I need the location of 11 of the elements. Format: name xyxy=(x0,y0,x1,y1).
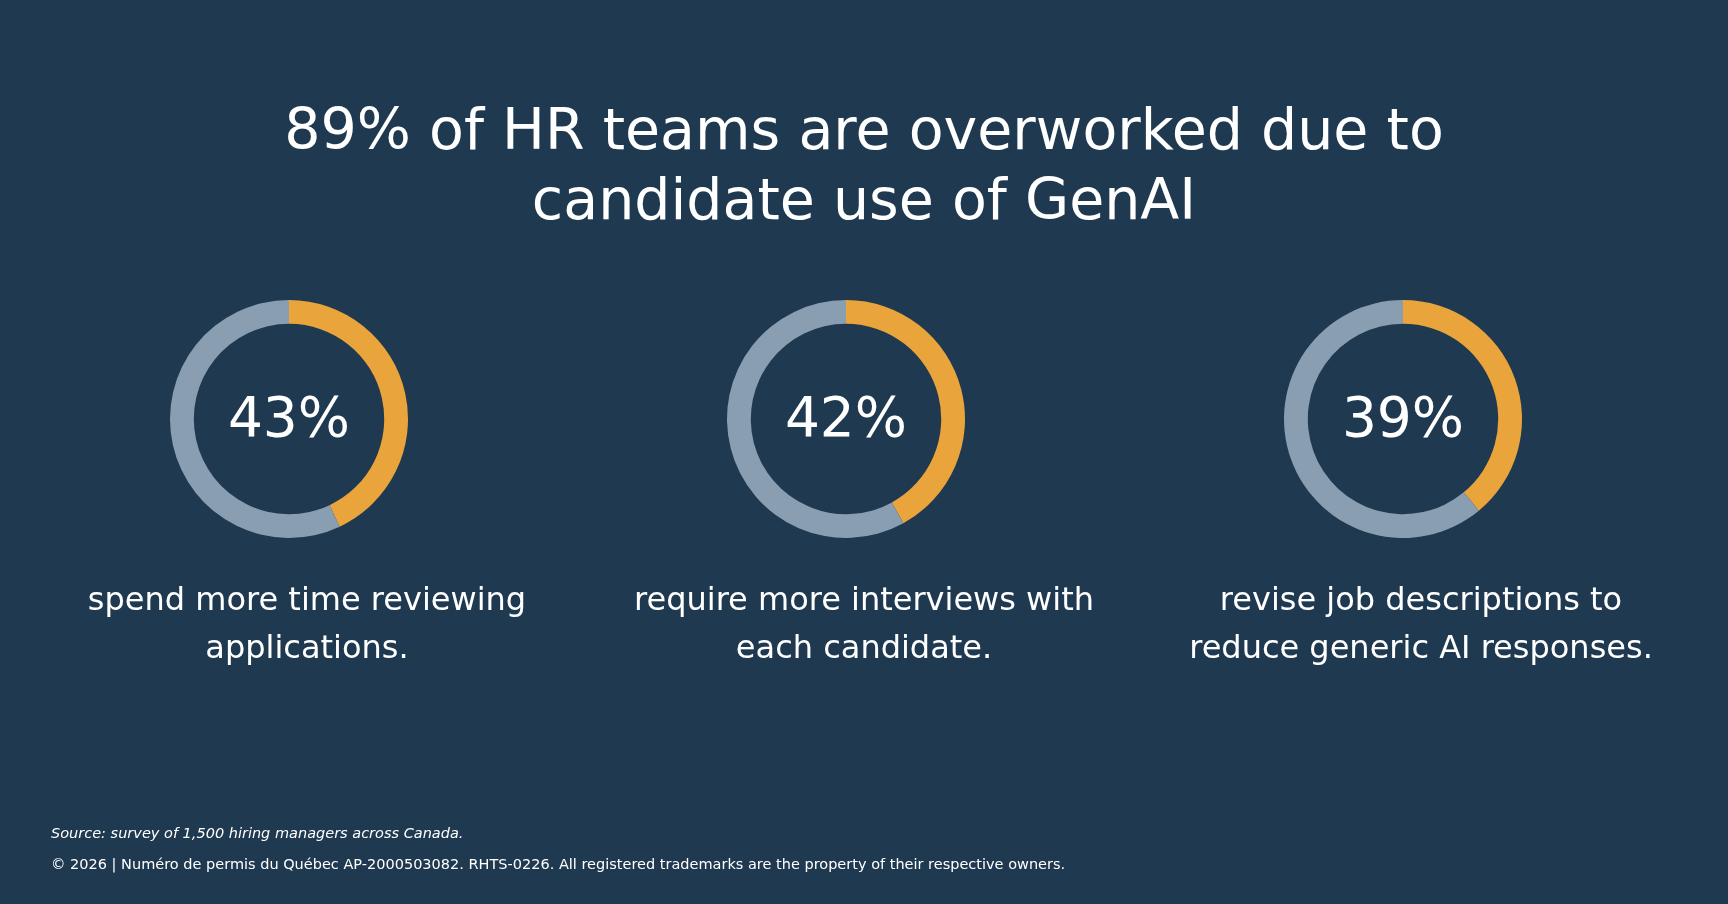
text: spend more time reviewing applications. xyxy=(87,580,527,666)
donut-slice xyxy=(1284,300,1479,538)
text: revise job descriptions to reduce generic AI responses. xyxy=(1189,580,1653,666)
data-label: 39% xyxy=(1341,385,1465,449)
text: 89% of HR teams are overworked due to candidate use of GenAI xyxy=(284,96,1444,232)
text: © 2026 | Numéro de permis du Québec AP-2000503082. RHTS-0226. All registered trademarks are the property of their respective owners. xyxy=(51,856,1066,873)
text: require more interviews with each candidate. xyxy=(634,580,1094,666)
donut-slice xyxy=(727,300,904,538)
data-label: 42% xyxy=(784,385,908,449)
source-note: Source: survey of 1,500 hiring managers across Canada. xyxy=(51,825,464,841)
data-label: 43% xyxy=(227,385,351,449)
